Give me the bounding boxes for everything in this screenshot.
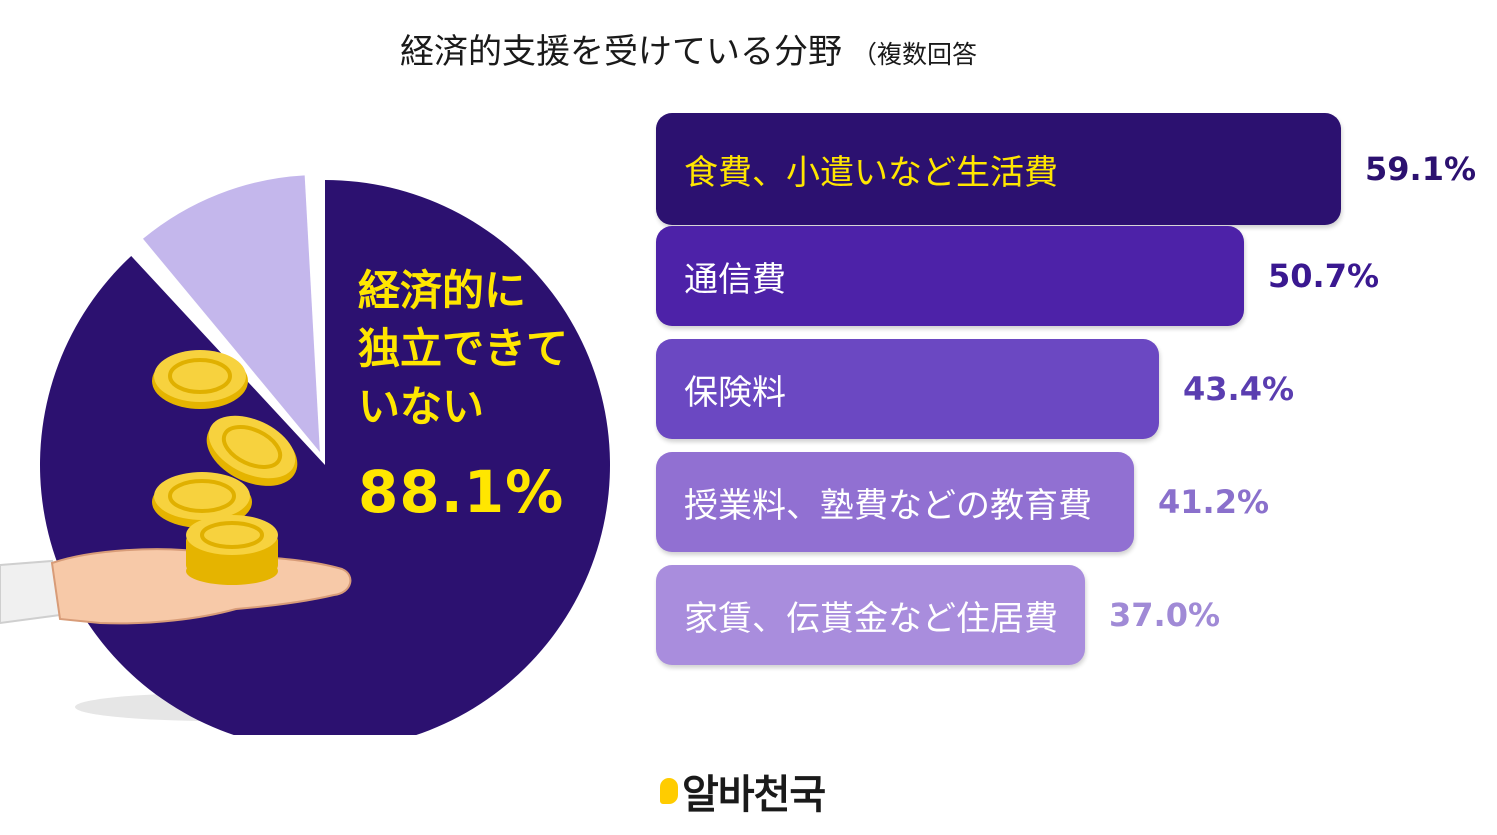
pie-label-line: 独立できて	[358, 324, 569, 373]
coin-stack	[186, 515, 278, 585]
pie-label-line: 経済的に	[358, 266, 527, 315]
pie-label-line: いない	[358, 382, 485, 431]
chart-title: 経済的支援を受けている分野 （複数回答	[400, 24, 1120, 74]
bar-value-label: 41.2%	[1158, 483, 1270, 521]
pie-label: 経済的に 独立できて いない 88.1%	[358, 262, 568, 526]
coins-hand-illustration	[0, 350, 352, 625]
logo-icon	[660, 778, 678, 804]
bar-category-label: 家賃、伝貰金など住居費	[684, 598, 1058, 639]
coin	[206, 415, 298, 486]
bar-value-label: 37.0%	[1109, 596, 1221, 634]
bar-value-label: 43.4%	[1183, 370, 1295, 408]
logo-text: 알바천국	[682, 772, 826, 818]
bar-category-label: 食費、小遣いなど生活費	[684, 152, 1058, 193]
coin	[152, 472, 252, 528]
bar-category-label: 通信費	[684, 259, 786, 300]
brand-logo: 알바천국	[660, 762, 826, 820]
bar-category-label: 授業料、塾費などの教育費	[684, 485, 1092, 526]
bar	[656, 226, 1244, 326]
coin	[152, 350, 248, 409]
chart-title-main: 経済的支援を受けている分野	[400, 32, 842, 72]
bar-category-label: 保険料	[684, 372, 786, 413]
bar	[656, 452, 1134, 552]
pie-chart	[0, 175, 610, 735]
bar-value-label: 50.7%	[1268, 257, 1380, 295]
pie-percent: 88.1%	[358, 458, 565, 526]
sleeve-shape	[0, 559, 62, 625]
chart-title-sub: （複数回答	[852, 40, 978, 69]
bar	[656, 565, 1085, 665]
bar	[656, 339, 1159, 439]
bar-value-label: 59.1%	[1365, 150, 1477, 188]
bar	[656, 113, 1341, 225]
pie-slice-remainder	[142, 175, 320, 452]
